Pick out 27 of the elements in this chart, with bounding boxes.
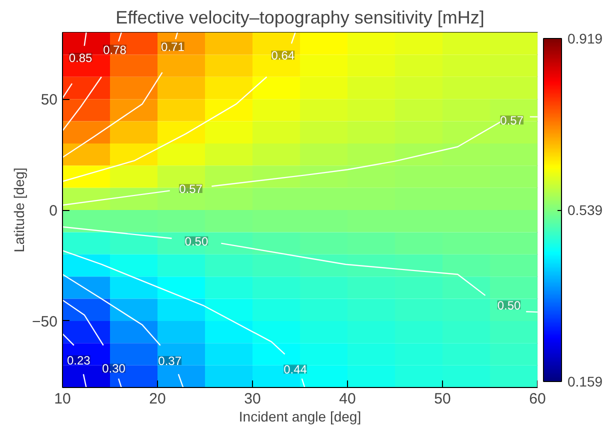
series-label: 0.64 [271,48,295,63]
x-tick-label: 60 [529,390,546,408]
series-label: 0.78 [103,42,127,57]
y-tick-label: 50 [40,92,58,109]
series-label: 0.37 [158,354,182,368]
x-tick-label: 40 [339,390,356,408]
y-tick-label: −50 [32,313,58,330]
series-label: 0.30 [102,362,126,376]
color-bar-label: 0.539 [568,202,603,218]
text: 0.50 [184,234,208,248]
x-tick-label: 30 [244,390,261,408]
x-tick-label: 10 [54,390,71,408]
y-tick-label: 0 [49,202,58,220]
x-tick-label: 50 [434,390,451,408]
x-tick-label: 20 [149,390,166,408]
series-label: 0.44 [284,362,308,377]
series-label: 0.57 [500,113,524,128]
chart-title: Effective velocity–topography sensitivity [mHz] [116,8,484,28]
color-bar-label: 0.919 [568,30,603,46]
series-label: 0.23 [66,353,91,368]
series-label: 0.71 [161,40,185,54]
x-axis-title: Incident angle [deg] [238,408,362,424]
series-label: 0.85 [68,50,93,65]
series-label: 0.50 [497,298,522,312]
text: 0.57 [179,182,202,196]
y-axis-title: Latitude [deg] [11,168,28,252]
color-bar-label: 0.159 [568,374,603,390]
